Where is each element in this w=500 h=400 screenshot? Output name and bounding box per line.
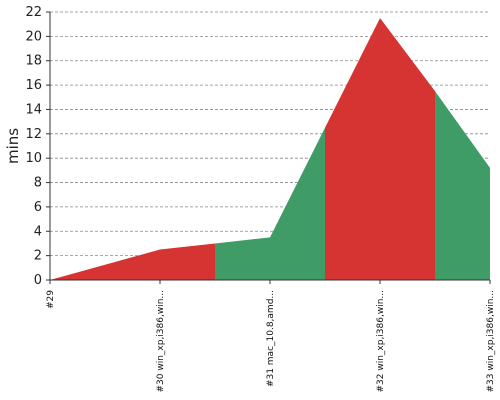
y-tick-label: 18 (25, 54, 42, 69)
y-tick-label: 10 (25, 151, 42, 166)
y-tick-label: 20 (25, 29, 42, 44)
y-tick-labels: 0 2 4 6 8 10 12 14 16 18 20 22 (25, 5, 42, 288)
y-tick-label: 22 (25, 5, 42, 20)
area-segment-4 (435, 91, 490, 280)
x-tick-label: #32 win_xp,i386,win... (376, 290, 386, 393)
area-segment-3 (325, 18, 435, 280)
y-tick-label: 8 (34, 176, 42, 191)
y-tick-label: 16 (25, 78, 42, 93)
x-tick-label: #29 (46, 290, 56, 309)
y-tick-label: 6 (34, 200, 42, 215)
x-tick-label: #30 win_xp,i386,win... (156, 290, 166, 393)
y-tick-label: 4 (34, 224, 42, 239)
y-tick-label: 0 (34, 273, 42, 288)
x-tick-label: #31 mac_10.8,amd... (266, 290, 276, 387)
y-tick-label: 14 (25, 102, 42, 117)
area-segment-1 (50, 243, 215, 280)
y-tick-label: 12 (25, 127, 42, 142)
area-segments (50, 18, 490, 281)
area-segment-2 (215, 127, 325, 281)
x-tick-labels: #29 #30 win_xp,i386,win... #31 mac_10.8,am… (46, 290, 496, 393)
x-tick-label: #33 win_xp,i386,win... (486, 290, 496, 393)
axes (46, 11, 491, 284)
y-tick-label: 2 (34, 249, 42, 264)
y-axis-title: mins (4, 128, 22, 164)
